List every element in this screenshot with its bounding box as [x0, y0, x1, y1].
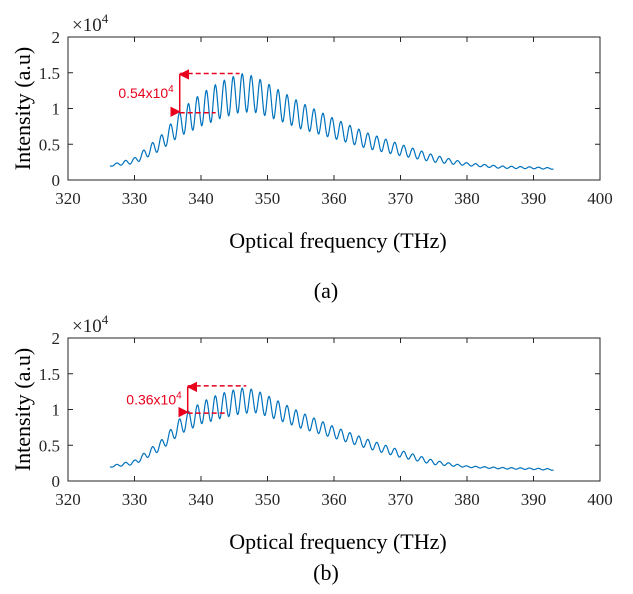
x-tick-label: 380 — [454, 189, 480, 208]
y-tick-label: 0 — [52, 472, 61, 491]
y-multiplier-base: ×10 — [72, 316, 102, 337]
y-multiplier: ×104 — [72, 11, 109, 36]
annotation-exponent: 4 — [168, 84, 174, 95]
x-axis-label: Optical frequency (THz) — [229, 228, 446, 253]
annotation-label: 0.54x104 — [118, 84, 174, 101]
x-axis-label: Optical frequency (THz) — [229, 529, 446, 554]
spectrum-line — [109, 73, 554, 170]
x-tick-label: 380 — [454, 490, 480, 509]
annotation-label: 0.36x104 — [126, 390, 182, 407]
x-tick-label: 390 — [521, 189, 547, 208]
panel-b: 320 330 340 350 360 370 380 390 40000.511.52×104… — [10, 312, 613, 585]
x-tick-label: 330 — [122, 189, 148, 208]
y-tick-label: 0 — [52, 171, 61, 190]
y-tick-label: 1.5 — [39, 64, 60, 83]
x-tick-label: 330 — [122, 490, 148, 509]
y-axis-label: Intensity (a.u) — [10, 348, 35, 471]
axes-box — [67, 337, 601, 482]
panel-label: (b) — [313, 560, 339, 585]
y-multiplier-exponent: 4 — [102, 312, 109, 327]
x-tick-label: 390 — [521, 490, 547, 509]
y-tick-label: 0.5 — [39, 436, 60, 455]
x-tick-label: 400 — [587, 189, 613, 208]
annotation-value: 0.36x10 — [126, 391, 176, 407]
axes-box — [67, 36, 601, 181]
y-tick-label: 1 — [52, 100, 61, 119]
y-tick-label: 0.5 — [39, 135, 60, 154]
panel-label: (a) — [314, 278, 338, 303]
y-multiplier: ×104 — [72, 312, 109, 337]
y-multiplier-base: ×10 — [72, 15, 102, 36]
x-tick-label: 370 — [388, 490, 414, 509]
x-tick-label: 360 — [321, 490, 347, 509]
x-tick-label: 340 — [188, 490, 214, 509]
y-tick-label: 1.5 — [39, 365, 60, 384]
y-axis-label: Intensity (a.u) — [10, 47, 35, 170]
x-tick-label: 320 — [55, 490, 81, 509]
y-tick-label: 2 — [52, 28, 61, 47]
x-tick-label: 350 — [255, 189, 281, 208]
y-tick-label: 1 — [52, 401, 61, 420]
annotation-exponent: 4 — [176, 390, 182, 401]
x-tick-label: 320 — [55, 189, 81, 208]
panel-a: 320 330 340 350 360 370 380 390 40000.511.52×104… — [10, 11, 613, 303]
x-tick-label: 370 — [388, 189, 414, 208]
x-tick-label: 360 — [321, 189, 347, 208]
x-tick-label: 340 — [188, 189, 214, 208]
y-tick-label: 2 — [52, 329, 61, 348]
y-multiplier-exponent: 4 — [102, 11, 109, 26]
annotation-value: 0.54x10 — [118, 85, 168, 101]
x-tick-label: 400 — [587, 490, 613, 509]
spectrum-line — [109, 387, 554, 471]
x-tick-label: 350 — [255, 490, 281, 509]
